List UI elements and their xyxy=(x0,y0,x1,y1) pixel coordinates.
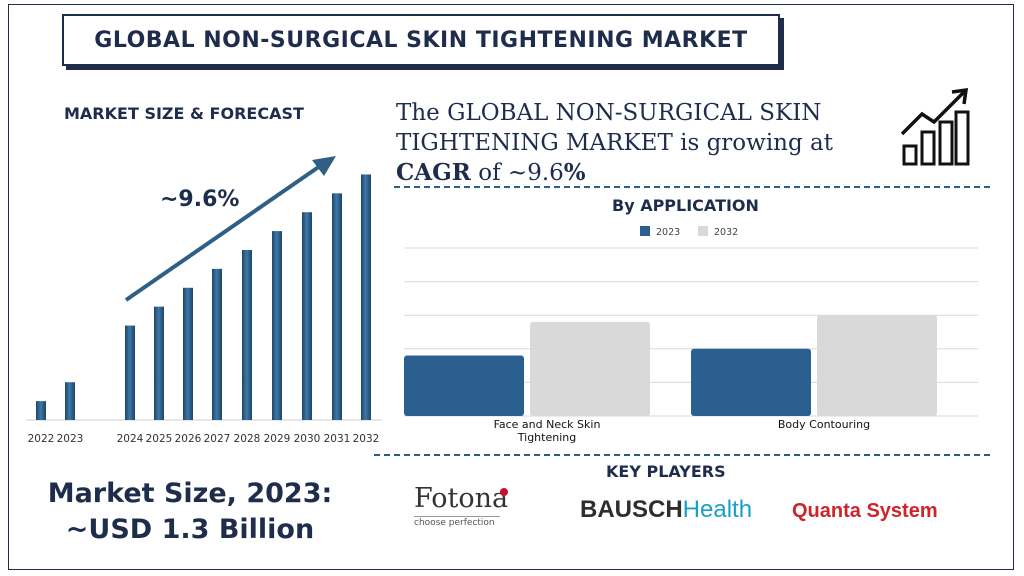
app-bar xyxy=(817,315,937,416)
legend-label: 2032 xyxy=(714,227,738,238)
divider-bottom xyxy=(374,454,990,456)
app-bar xyxy=(530,321,650,416)
headline: The GLOBAL NON-SURGICAL SKIN TIGHTENING … xyxy=(396,98,876,188)
growth-arrow-head xyxy=(312,156,336,176)
forecast-chart: 2022 2023 2024 2025 2026 2027 2028 2029 2030 2031… xyxy=(26,156,382,445)
app-category-label: Body Contouring xyxy=(778,418,870,431)
forecast-tick-label: 2029 xyxy=(264,433,291,445)
forecast-bar xyxy=(65,382,75,420)
forecast-bar xyxy=(154,306,164,420)
divider-top xyxy=(394,186,990,188)
quanta-system-logo: Quanta System xyxy=(792,500,938,522)
forecast-bar xyxy=(302,212,312,420)
app-category-label: Tightening xyxy=(517,431,576,444)
market-size-box: Market Size, 2023: ~USD 1.3 Billion xyxy=(40,476,340,548)
legend-label: 2023 xyxy=(656,227,680,238)
cagr-annotation: ~9.6% xyxy=(160,187,239,212)
legend-swatch xyxy=(640,226,650,236)
market-size-line1: Market Size, 2023: xyxy=(47,478,333,509)
fotona-tagline: choose perfection xyxy=(414,516,500,528)
forecast-bar xyxy=(212,268,222,420)
forecast-tick-label: 2023 xyxy=(57,433,84,445)
forecast-tick-label: 2030 xyxy=(294,433,321,445)
forecast-bar xyxy=(242,250,252,420)
bausch-health-name: Health xyxy=(682,496,753,523)
forecast-bar xyxy=(332,193,342,420)
app-bar xyxy=(691,348,811,416)
forecast-tick-label: 2022 xyxy=(28,433,55,445)
forecast-tick-label: 2032 xyxy=(353,433,380,445)
infographic-frame xyxy=(8,4,1014,570)
headline-line1: The GLOBAL NON-SURGICAL SKIN xyxy=(396,100,822,126)
growth-arrow xyxy=(124,164,322,302)
bausch-name: BAUSCH xyxy=(580,496,683,523)
forecast-tick-label: 2027 xyxy=(204,433,231,445)
forecast-tick-label: 2026 xyxy=(175,433,202,445)
application-title: By APPLICATION xyxy=(612,196,759,215)
forecast-bar xyxy=(183,287,193,420)
headline-line2: TIGHTENING MARKET is growing at xyxy=(396,130,833,156)
fotona-name: Fotona xyxy=(414,483,509,514)
fotona-logo: Fotona choose perfection xyxy=(414,484,514,538)
app-category-label: Face and Neck Skin xyxy=(494,418,601,431)
forecast-tick-label: 2031 xyxy=(324,433,351,445)
headline-cagr-word: CAGR xyxy=(396,159,471,186)
fotona-dot-icon xyxy=(500,488,508,496)
forecast-label: MARKET SIZE & FORECAST xyxy=(64,104,304,123)
headline-line3: CAGR of ~9.6% xyxy=(396,158,876,188)
forecast-tick-label: 2024 xyxy=(117,433,144,445)
headline-of: of ~ xyxy=(470,160,528,186)
growth-chart-icon xyxy=(900,87,970,166)
app-bar xyxy=(404,355,524,416)
forecast-tick-label: 2028 xyxy=(234,433,261,445)
forecast-tick-label: 2025 xyxy=(146,433,173,445)
bausch-health-logo: BAUSCHHealth xyxy=(580,496,752,524)
title-box: GLOBAL NON-SURGICAL SKIN TIGHTENING MARK… xyxy=(62,14,780,66)
market-size-line2: ~USD 1.3 Billion xyxy=(65,514,315,545)
key-players-title: KEY PLAYERS xyxy=(606,462,726,481)
forecast-bar xyxy=(36,401,46,420)
headline-cagr-value: 9.6 xyxy=(527,160,564,186)
forecast-bar xyxy=(272,231,282,420)
legend-swatch xyxy=(698,226,708,236)
headline-percent: % xyxy=(563,159,586,186)
page-title: GLOBAL NON-SURGICAL SKIN TIGHTENING MARK… xyxy=(94,27,748,53)
forecast-bar xyxy=(361,174,371,420)
forecast-bar xyxy=(125,325,135,420)
